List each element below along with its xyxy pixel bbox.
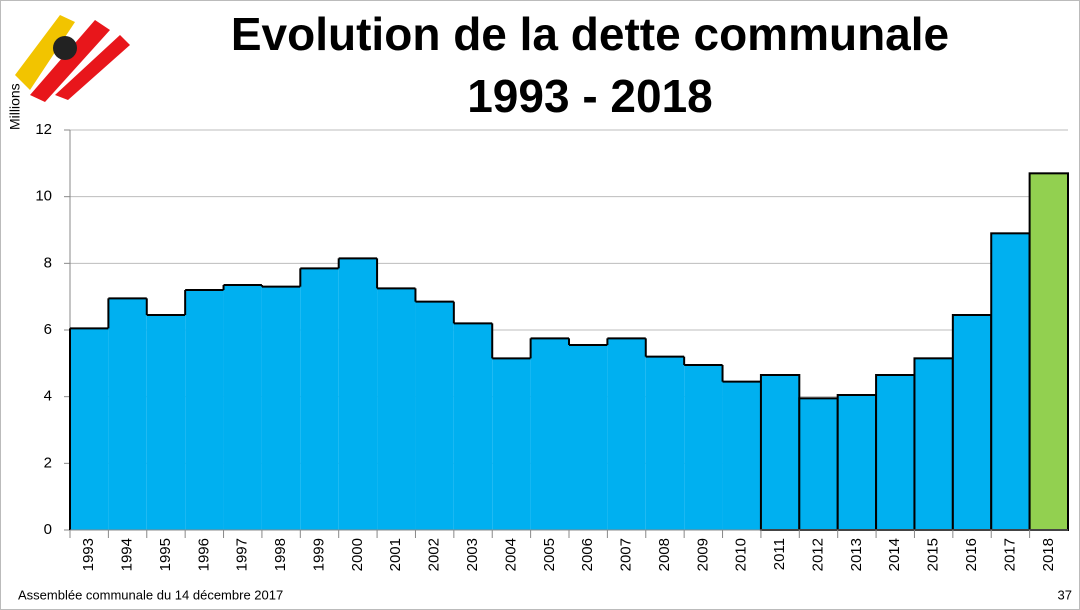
x-tick-label: 2008: [656, 538, 673, 571]
bar: [1028, 172, 1069, 531]
chart-subtitle: 1993 - 2018: [467, 70, 713, 122]
bar: [913, 357, 954, 532]
logo: [15, 15, 130, 102]
x-tick-label: 2018: [1040, 538, 1057, 571]
y-tick-label: 0: [44, 521, 52, 538]
x-tick-label: 2004: [502, 538, 519, 571]
x-tick-label: 1994: [119, 538, 136, 571]
x-tick-label: 2012: [809, 538, 826, 571]
x-tick-label: 2011: [771, 538, 788, 570]
y-tick-label: 2: [44, 454, 52, 471]
x-tick-label: 2016: [963, 538, 980, 571]
y-tick-label: 6: [44, 321, 52, 338]
y-tick-label: 12: [35, 121, 52, 138]
x-tick-label: 2005: [541, 538, 558, 571]
x-tick-label: 1993: [80, 538, 97, 571]
bar: [569, 345, 608, 530]
x-tick-label: 2006: [579, 538, 596, 571]
x-tick-label: 1999: [310, 538, 327, 571]
x-tick-label: 1996: [195, 538, 212, 571]
bar: [990, 232, 1031, 531]
chart-title: Evolution de la dette communale: [231, 8, 949, 60]
bar: [146, 315, 186, 530]
bar: [338, 258, 378, 530]
bar: [185, 290, 224, 530]
bar: [798, 397, 839, 532]
x-tick-label: 2015: [925, 538, 942, 571]
bar: [722, 381, 761, 530]
x-tick-label: 2007: [618, 538, 635, 571]
bar: [530, 338, 569, 530]
bar: [645, 356, 685, 530]
bar: [377, 288, 416, 530]
x-tick-label: 1997: [234, 538, 251, 571]
x-tick-label: 2000: [349, 538, 366, 571]
bar: [875, 374, 916, 531]
y-tick-label: 4: [44, 388, 52, 405]
bar: [951, 314, 993, 531]
y-tick-label: 8: [44, 254, 52, 271]
y-tick-label: 10: [35, 188, 52, 205]
x-tick-label: 2017: [1001, 538, 1018, 571]
bar: [108, 298, 147, 530]
x-tick-label: 2013: [848, 538, 865, 571]
bar: [70, 328, 109, 530]
x-tick-label: 2010: [733, 538, 750, 571]
bar: [300, 268, 339, 530]
bar: [492, 358, 531, 530]
x-tick-label: 2009: [694, 538, 711, 571]
x-tick-label: 2002: [426, 538, 443, 571]
x-tick-label: 2001: [387, 538, 404, 571]
x-tick-label: 2003: [464, 538, 481, 571]
x-tick-label: 2014: [886, 538, 903, 571]
bar: [223, 285, 262, 530]
bar: [453, 323, 493, 530]
bar: [836, 394, 878, 531]
footer: Assemblée communale du 14 décembre 2017: [18, 587, 283, 602]
bar: [759, 374, 801, 531]
x-tick-label: 1995: [157, 538, 174, 571]
bar: [415, 301, 454, 530]
bar: [261, 286, 301, 530]
bar: [684, 365, 723, 530]
y-axis-label: Millions: [7, 83, 23, 130]
bar: [607, 338, 646, 530]
x-tick-label: 1998: [272, 538, 289, 571]
page-number: 37: [1058, 587, 1072, 602]
